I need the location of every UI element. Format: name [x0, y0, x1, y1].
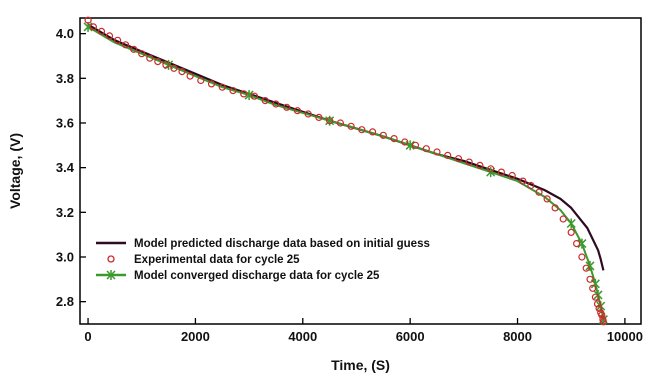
x-tick-label: 4000: [288, 329, 317, 344]
data-point-experimental: [162, 61, 170, 69]
y-tick-label: 3.2: [56, 205, 74, 220]
data-point-experimental: [207, 80, 216, 88]
data-point-converged: [577, 238, 587, 249]
data-point-experimental: [586, 275, 594, 283]
data-point-experimental: [454, 155, 463, 163]
legend-label-experimental: Experimental data for cycle 25: [134, 254, 300, 266]
data-point-experimental: [543, 195, 551, 203]
data-point-experimental: [229, 86, 237, 95]
data-point-experimental: [551, 204, 559, 212]
data-point-experimental: [240, 90, 248, 98]
data-point-experimental: [369, 128, 377, 136]
data-point-experimental: [304, 110, 312, 118]
data-point-experimental: [497, 168, 505, 176]
x-tick-label: 2000: [181, 329, 210, 344]
data-point-experimental: [154, 57, 162, 66]
y-tick-label: 3.8: [56, 71, 74, 86]
data-point-experimental: [336, 119, 344, 127]
data-point-experimental: [347, 122, 355, 130]
data-point-converged: [585, 260, 595, 271]
data-point-experimental: [315, 113, 323, 122]
data-point-experimental: [422, 145, 430, 153]
data-point-experimental: [186, 72, 194, 80]
x-tick-label: 0: [84, 329, 91, 344]
data-point-experimental: [105, 32, 114, 40]
data-point-experimental: [595, 304, 603, 312]
data-point-experimental: [591, 293, 600, 301]
data-point-experimental: [178, 67, 186, 76]
x-axis-title: Time, (S): [331, 357, 390, 373]
ticks-layer: 0 2000 4000 6000 8000 10000 2.8 3.0 3.2 3.4 3.6 3.8…: [56, 26, 643, 344]
data-point-experimental: [582, 264, 590, 272]
data-point-experimental: [293, 107, 301, 115]
data-point-experimental: [250, 92, 259, 100]
experimental-markers: [84, 16, 608, 326]
data-point-experimental: [283, 103, 291, 111]
data-point-experimental: [121, 41, 130, 49]
legend-swatch-converged-marker: [106, 270, 116, 280]
data-point-experimental: [599, 318, 608, 326]
y-tick-label: 3.4: [56, 160, 75, 175]
data-point-experimental: [589, 284, 597, 292]
x-tick-label: 10000: [607, 329, 643, 344]
data-point-experimental: [535, 188, 543, 196]
data-point-experimental: [476, 161, 484, 169]
data-point-experimental: [84, 16, 92, 24]
x-tick-label: 6000: [396, 329, 425, 344]
data-point-experimental: [519, 177, 527, 185]
y-tick-label: 2.8: [56, 294, 74, 309]
y-tick-label: 3.0: [56, 249, 74, 264]
data-point-experimental: [559, 215, 567, 223]
legend: Model predicted discharge data based on …: [96, 238, 430, 282]
data-point-experimental: [261, 96, 269, 105]
data-point-converged: [566, 218, 576, 229]
data-point-experimental: [465, 158, 473, 166]
data-point-experimental: [487, 165, 495, 173]
data-point-experimental: [272, 100, 280, 108]
data-point-experimental: [401, 138, 409, 146]
data-point-experimental: [508, 171, 516, 180]
data-point-experimental: [197, 76, 205, 85]
y-axis-title: Voltage, (V): [7, 133, 23, 209]
plot-frame: [79, 17, 642, 325]
data-point-experimental: [113, 36, 122, 44]
legend-label-predicted: Model predicted discharge data based on …: [134, 238, 430, 250]
data-point-experimental: [130, 45, 138, 53]
legend-swatch-experimental: [107, 255, 115, 263]
data-point-experimental: [527, 181, 535, 190]
data-point-experimental: [598, 311, 606, 319]
data-point-experimental: [138, 50, 146, 58]
data-point-experimental: [358, 126, 366, 134]
data-point-experimental: [572, 240, 581, 248]
data-point-experimental: [218, 83, 226, 91]
data-point-experimental: [326, 117, 334, 125]
data-point-experimental: [578, 253, 586, 261]
y-tick-label: 3.6: [56, 115, 74, 130]
data-point-experimental: [567, 228, 575, 236]
y-tick-label: 4.0: [56, 26, 74, 41]
data-point-experimental: [593, 300, 602, 308]
legend-label-converged: Model converged discharge data for cycle…: [134, 270, 380, 282]
data-point-experimental: [97, 27, 106, 35]
data-point-experimental: [390, 135, 398, 143]
data-point-experimental: [379, 131, 387, 139]
x-tick-label: 8000: [503, 329, 532, 344]
data-point-experimental: [170, 64, 178, 72]
data-point-experimental: [433, 148, 441, 156]
data-point-experimental: [89, 23, 98, 31]
data-point-experimental: [411, 141, 420, 149]
data-point-experimental: [146, 54, 154, 62]
data-point-experimental: [444, 151, 452, 159]
series-layer: [83, 16, 608, 326]
